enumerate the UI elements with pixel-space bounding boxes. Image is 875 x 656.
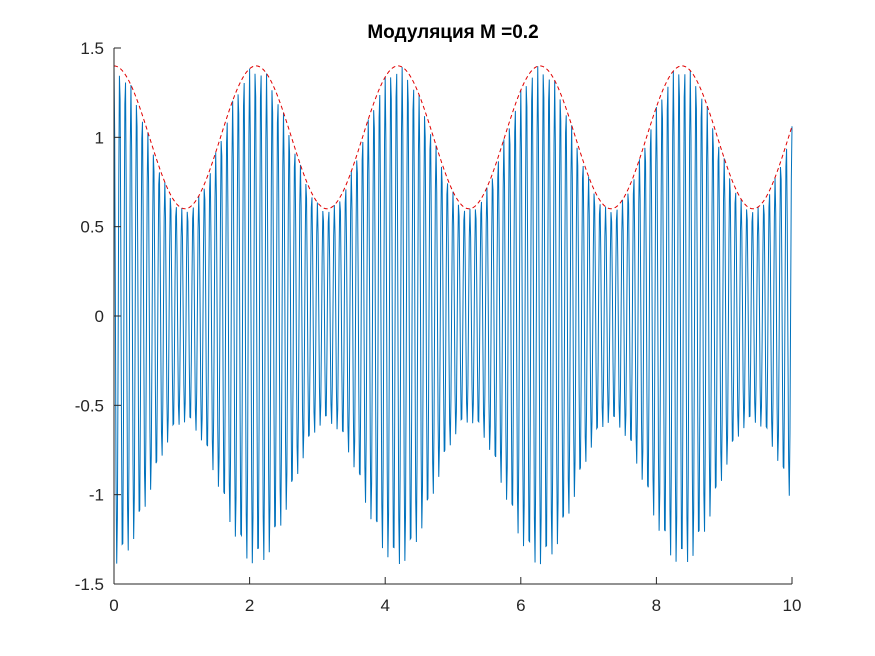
x-tick-label: 10	[783, 596, 802, 615]
y-tick-label: -1	[89, 486, 104, 505]
y-tick-label: -0.5	[75, 396, 104, 415]
x-tick-label: 8	[652, 596, 661, 615]
series-envelope-line	[113, 65, 793, 210]
series-modulated-signal-line	[113, 65, 793, 565]
y-tick-label: 1	[95, 128, 104, 147]
x-tick-label: 6	[516, 596, 525, 615]
y-tick-label: 0	[95, 307, 104, 326]
y-tick-label: -1.5	[75, 575, 104, 594]
plot-area: 0 2 4 6 8 10 -1.5 -1 -0.5 0 0.5 1 1.5	[75, 39, 802, 615]
series-group	[113, 65, 793, 565]
chart-title: Модуляция M =0.2	[367, 22, 538, 43]
x-tick-label: 0	[109, 596, 118, 615]
axes: 0 2 4 6 8 10 -1.5 -1 -0.5 0 0.5 1 1.5	[75, 39, 802, 615]
y-tick-label: 0.5	[80, 218, 104, 237]
x-tick-label: 2	[245, 596, 254, 615]
y-tick-label: 1.5	[80, 39, 104, 58]
x-tick-label: 4	[380, 596, 389, 615]
